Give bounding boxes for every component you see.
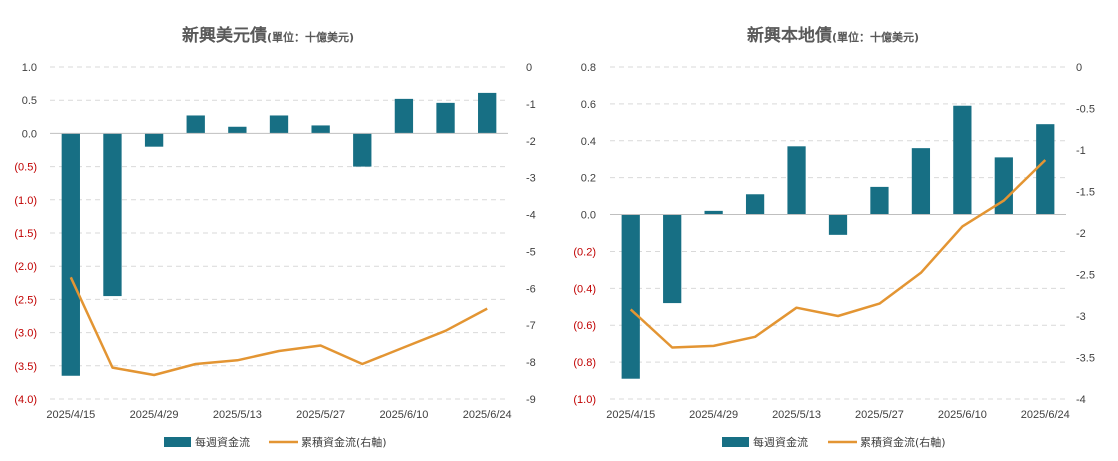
chart-1-subtitle: (單位：十億美元) xyxy=(267,30,354,44)
chart-2-legend: 每週資金流 累積資金流(右軸) xyxy=(722,435,946,449)
chart-1-bar xyxy=(353,133,372,167)
chart-1-y-right-tick-label: -6 xyxy=(526,283,536,295)
chart-1-y-right-tick-label: -5 xyxy=(526,246,536,258)
chart-2-cumulative-line xyxy=(629,159,1047,349)
chart-2-title-group: 新興本地債(單位：十億美元) xyxy=(747,25,919,46)
chart-1-y-right-tick-label: 0 xyxy=(526,62,532,74)
chart-1-cumulative-line xyxy=(69,276,488,377)
chart-1-bar xyxy=(394,98,414,134)
chart-2-bar xyxy=(994,157,1013,215)
chart-2-legend-bar-label: 每週資金流 xyxy=(753,435,808,449)
chart-2-bar xyxy=(787,146,806,215)
chart-2-y-right-tick-label: -1 xyxy=(1076,145,1086,157)
chart-1-y-right-tick-label: -8 xyxy=(526,357,536,369)
chart-2-y-left-tick-label: 0.0 xyxy=(581,210,596,222)
chart-2-x-tick-label: 2025/4/29 xyxy=(689,409,738,421)
chart-2-x-tick-label: 2025/6/24 xyxy=(1021,409,1070,421)
chart-2-y-left-tick-label: (0.2) xyxy=(573,246,596,258)
chart-2-y-left-tick-label: (0.6) xyxy=(573,320,596,332)
chart-1-x-tick-label: 2025/6/10 xyxy=(379,409,428,421)
chart-1-bar xyxy=(186,115,205,134)
chart-2-legend-bar-swatch xyxy=(722,437,749,447)
chart-1-y-left-tick-label: (3.0) xyxy=(14,328,37,340)
chart-1-x-tick-label: 2025/5/13 xyxy=(213,409,262,421)
chart-1-legend: 每週資金流 累積資金流(右軸) xyxy=(164,435,387,449)
chart-1-bar xyxy=(144,133,164,147)
chart-2-x-tick-label: 2025/5/13 xyxy=(772,409,821,421)
chart-2-y-right-tick-label: -3.5 xyxy=(1076,353,1095,365)
chart-2-subtitle: (單位：十億美元) xyxy=(832,30,919,44)
chart-2-bar xyxy=(870,186,889,215)
chart-2-bar xyxy=(663,214,682,304)
chart-1-y-left-tick-label: (3.5) xyxy=(14,361,37,373)
chart-2-y-right-tick-label: -3 xyxy=(1076,311,1086,323)
chart-1-y-left-tick-label: (2.0) xyxy=(14,261,37,273)
chart-2-y-right-tick-label: -0.5 xyxy=(1076,104,1095,116)
chart-1-y-left-tick-label: 0.0 xyxy=(22,128,37,140)
chart-2-plot: 0.8 0.6 0.4 0.2 0.0 (0.2) (0.4) (0.6) (0.8) (1.0)… xyxy=(573,62,1095,421)
chart-2-y-right-tick-label: 0 xyxy=(1076,62,1082,74)
chart-1-y-right-tick-label: -2 xyxy=(526,136,536,148)
chart-1-bar xyxy=(103,133,122,297)
chart-2-bar xyxy=(1036,124,1055,215)
chart-1-legend-bar-swatch xyxy=(164,437,191,447)
chart-1-title: 新興美元債 xyxy=(182,25,267,46)
chart-1-legend-line-label: 累積資金流(右軸) xyxy=(301,435,387,449)
chart-1-plot: 1.0 0.5 0.0 (0.5) (1.0) (1.5) (2.0) (2.5) (3.0) (… xyxy=(14,62,535,421)
chart-1-y-left-tick-label: (1.5) xyxy=(14,228,37,240)
chart-1-y-right-tick-label: -4 xyxy=(526,210,536,222)
chart-1-y-left-tick-label: 0.5 xyxy=(22,95,37,107)
chart-2-y-right-tick-label: -2 xyxy=(1076,228,1086,240)
chart-1-y-right-tick-label: -1 xyxy=(526,99,536,111)
chart-2-y-left-tick-label: (0.8) xyxy=(573,357,596,369)
chart-2-y-left-tick-label: 0.8 xyxy=(581,62,596,74)
chart-2-bar xyxy=(911,148,931,215)
chart-1-y-right-tick-label: -9 xyxy=(526,394,536,406)
chart-2-legend-line-label: 累積資金流(右軸) xyxy=(860,435,946,449)
chart-1-x-tick-label: 2025/5/27 xyxy=(296,409,345,421)
chart-1-y-left-tick-label: 1.0 xyxy=(22,62,37,74)
chart-1-y-left-tick-label: (0.5) xyxy=(14,162,37,174)
chart-2-y-right-tick-label: -1.5 xyxy=(1076,187,1095,199)
chart-2-x-tick-label: 2025/6/10 xyxy=(938,409,987,421)
chart-1-bar xyxy=(478,92,497,134)
chart-1-y-right-tick-label: -3 xyxy=(526,173,536,185)
chart-1-bar xyxy=(269,115,289,134)
chart-1-y-left-tick-label: (4.0) xyxy=(14,394,37,406)
chart-2-y-left-tick-label: 0.4 xyxy=(581,136,596,148)
chart-2-y-left-tick-label: (1.0) xyxy=(573,394,596,406)
chart-1-legend-bar-label: 每週資金流 xyxy=(195,435,250,449)
chart-1-y-left-tick-label: (2.5) xyxy=(14,294,37,306)
chart-2-bar xyxy=(621,214,640,379)
chart-1-y-right-tick-label: -7 xyxy=(526,320,536,332)
chart-1-x-tick-label: 2025/4/15 xyxy=(46,409,95,421)
chart-2-y-left-tick-label: (0.4) xyxy=(573,283,596,295)
chart-1-x-tick-label: 2025/4/29 xyxy=(130,409,179,421)
chart-2-y-left-tick-label: 0.6 xyxy=(581,99,596,111)
chart-2-bar xyxy=(828,214,848,235)
chart-2-bar xyxy=(745,194,765,215)
chart-1-y-left-tick-label: (1.0) xyxy=(14,195,37,207)
chart-2-y-right-tick-label: -2.5 xyxy=(1076,270,1095,282)
chart-1-title-group: 新興美元債(單位：十億美元) xyxy=(182,25,354,46)
chart-1-x-tick-label: 2025/6/24 xyxy=(463,409,512,421)
chart-2-y-right-tick-label: -4 xyxy=(1076,394,1086,406)
chart-2-x-tick-label: 2025/5/27 xyxy=(855,409,904,421)
chart-1-bar xyxy=(228,126,247,134)
chart-2-title: 新興本地債 xyxy=(747,25,832,46)
chart-2-bar xyxy=(704,210,723,215)
chart-1-bar xyxy=(61,133,80,376)
chart-2-x-tick-label: 2025/4/15 xyxy=(606,409,655,421)
chart-2-bar xyxy=(953,105,972,215)
chart-1-bar xyxy=(311,125,330,134)
chart-1-bar xyxy=(436,102,455,134)
chart-2-y-left-tick-label: 0.2 xyxy=(581,173,596,185)
